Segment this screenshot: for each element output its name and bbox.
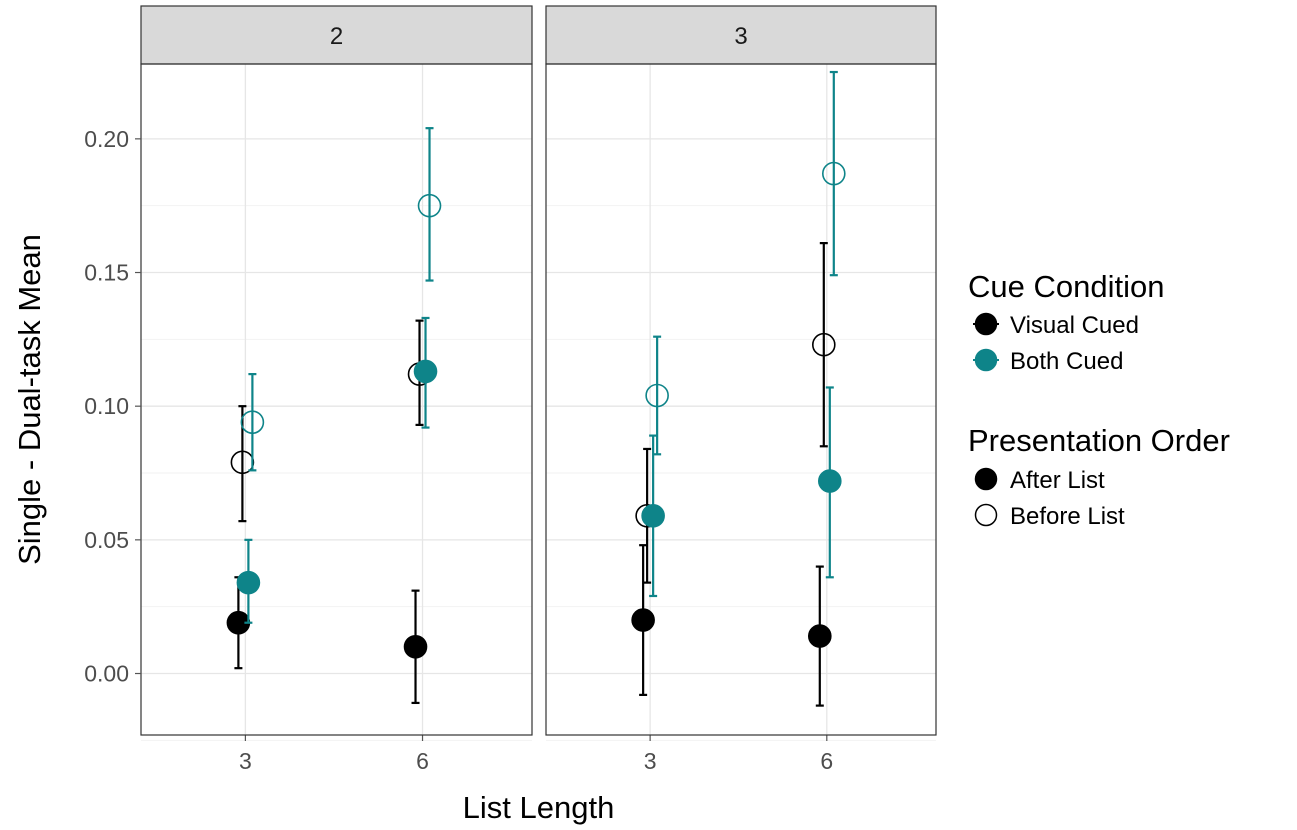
data-point — [403, 634, 428, 659]
x-tick-label: 6 — [820, 748, 833, 774]
y-axis-title: Single - Dual-task Mean — [12, 234, 47, 565]
x-tick-label: 6 — [416, 748, 429, 774]
legend-title-order: Presentation Order — [968, 423, 1230, 458]
y-tick-label: 0.20 — [84, 126, 129, 152]
legend-label: Visual Cued — [1010, 312, 1139, 339]
panel-background — [546, 64, 936, 735]
y-tick-label: 0.00 — [84, 661, 129, 687]
y-tick-label: 0.15 — [84, 260, 129, 286]
legend-label: Before List — [1010, 503, 1125, 530]
legend-label: After List — [1010, 467, 1105, 494]
x-tick-label: 3 — [644, 748, 657, 774]
legend-label: Both Cued — [1010, 348, 1123, 375]
data-point — [236, 570, 261, 595]
legend-key-point — [974, 467, 998, 491]
x-tick-label: 3 — [239, 748, 252, 774]
panel-background — [141, 64, 532, 735]
y-tick-label: 0.05 — [84, 527, 129, 553]
panel-border — [140, 63, 533, 736]
data-point — [807, 624, 832, 648]
legend-key-point — [974, 503, 998, 527]
data-point — [821, 161, 846, 186]
legend-key-point — [974, 348, 998, 372]
legend-title-cue: Cue Condition — [968, 269, 1164, 304]
data-point — [811, 332, 836, 357]
data-point — [817, 469, 842, 493]
x-axis-title: List Length — [463, 790, 615, 825]
facet-strip-label: 2 — [330, 23, 343, 50]
data-point — [413, 359, 438, 384]
data-point — [645, 383, 669, 408]
data-point — [417, 193, 442, 218]
facet-strip — [140, 5, 533, 65]
legend-key-point — [974, 312, 998, 336]
panel-border — [545, 63, 937, 736]
data-point — [631, 608, 655, 632]
y-tick-label: 0.10 — [84, 393, 129, 419]
data-point — [240, 410, 265, 435]
facet-strip-label: 3 — [734, 23, 747, 50]
data-point — [641, 503, 665, 528]
